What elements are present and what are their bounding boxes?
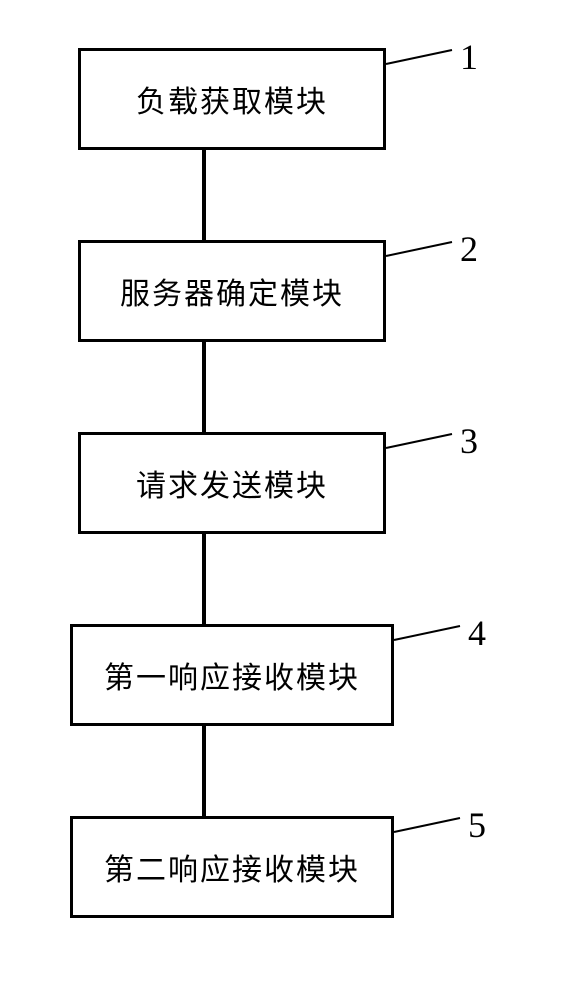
- node-server-determination: 服务器确定模块: [78, 240, 386, 342]
- node-first-response-receive: 第一响应接收模块: [70, 624, 394, 726]
- reference-number-1: 1: [460, 36, 478, 78]
- leader-3: [386, 434, 452, 448]
- node-load-acquisition: 负载获取模块: [78, 48, 386, 150]
- leader-4: [394, 626, 460, 640]
- reference-number-3: 3: [460, 420, 478, 462]
- node-request-send: 请求发送模块: [78, 432, 386, 534]
- leader-2: [386, 242, 452, 256]
- connector-3-4: [202, 534, 206, 624]
- flowchart-canvas: 负载获取模块 服务器确定模块 请求发送模块 第一响应接收模块 第二响应接收模块 …: [0, 0, 573, 1000]
- node-second-response-receive: 第二响应接收模块: [70, 816, 394, 918]
- reference-number-2: 2: [460, 228, 478, 270]
- connector-4-5: [202, 726, 206, 816]
- connector-1-2: [202, 150, 206, 240]
- reference-number-4: 4: [468, 612, 486, 654]
- connector-2-3: [202, 342, 206, 432]
- reference-number-5: 5: [468, 804, 486, 846]
- leader-1: [386, 50, 452, 64]
- leader-5: [394, 818, 460, 832]
